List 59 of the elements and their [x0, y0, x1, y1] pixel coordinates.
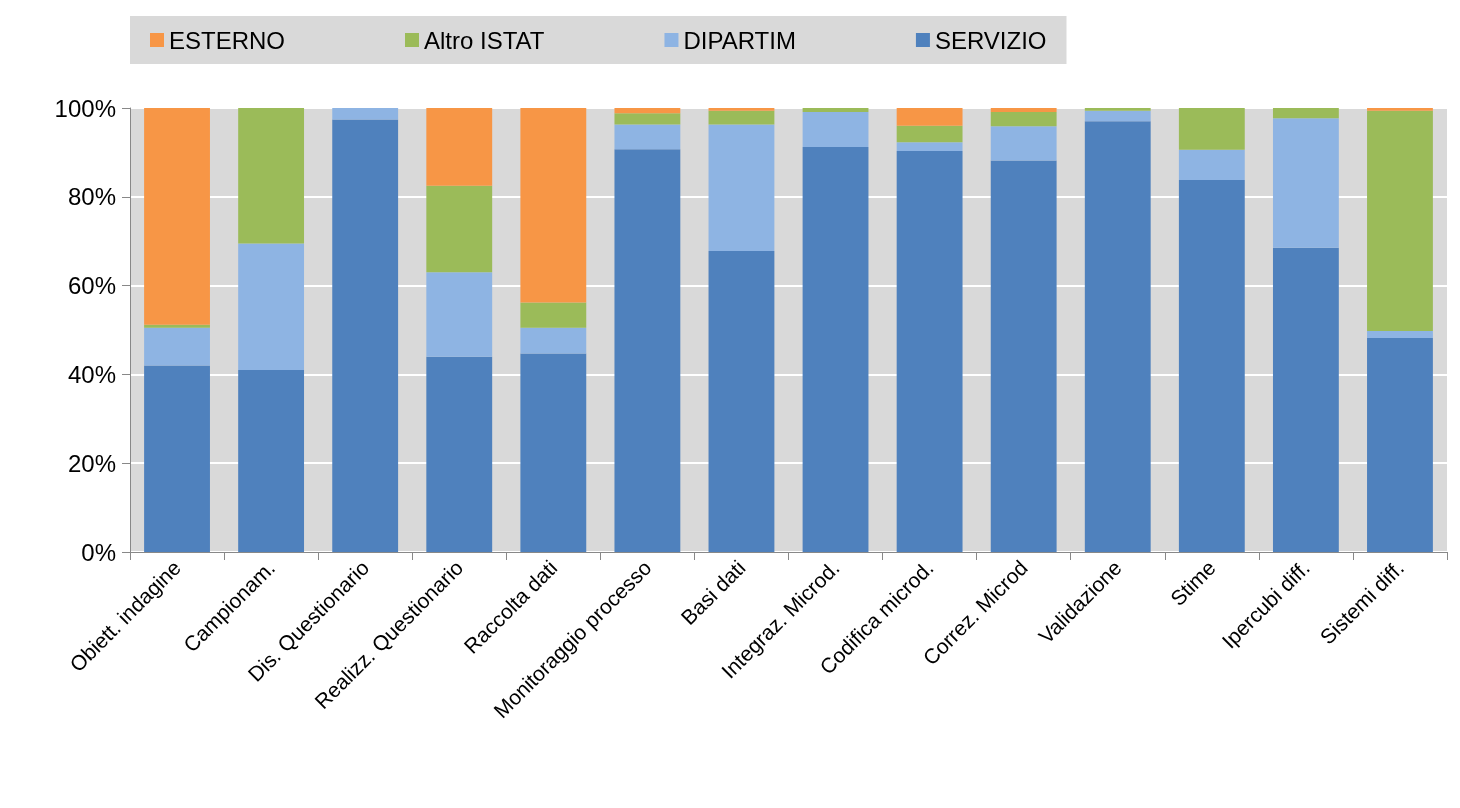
bar [1367, 330, 1433, 338]
bar [708, 110, 775, 125]
bar [144, 365, 210, 552]
bar [802, 147, 869, 552]
legend-label: SERVIZIO [934, 26, 1047, 54]
bar [614, 149, 681, 552]
bar [426, 108, 493, 186]
bar [708, 124, 775, 251]
legend-label: DIPARTIM [683, 26, 796, 54]
bar [802, 108, 869, 112]
bar [332, 119, 399, 552]
bar [1367, 108, 1433, 111]
bar [990, 126, 1057, 161]
bar [1178, 108, 1245, 150]
bar [426, 185, 493, 273]
bar [1178, 179, 1245, 552]
bar [1367, 110, 1433, 331]
bar [1084, 110, 1151, 122]
bar [896, 125, 963, 143]
y-tick-label: 0% [81, 538, 116, 566]
y-tick-label: 80% [67, 183, 116, 211]
bar [614, 113, 681, 125]
bar [708, 108, 775, 111]
bar [238, 243, 305, 370]
bar [520, 302, 587, 328]
bar [614, 108, 681, 114]
bar [144, 327, 210, 366]
bar [520, 108, 587, 303]
bar [990, 160, 1057, 552]
bar [1084, 121, 1151, 552]
bar [990, 108, 1057, 112]
bar [332, 108, 399, 120]
bar [1272, 108, 1339, 119]
bar [802, 112, 869, 148]
y-tick-label: 60% [67, 272, 116, 300]
bar [238, 108, 305, 244]
legend-label: ESTERNO [169, 26, 286, 54]
bar [896, 108, 963, 126]
bar [614, 124, 681, 150]
bar [520, 353, 587, 552]
y-tick-label: 40% [67, 360, 116, 388]
bar [1272, 118, 1339, 248]
bar [426, 356, 493, 552]
bar [426, 272, 493, 357]
bar [238, 369, 305, 552]
bar [1178, 149, 1245, 180]
bar [896, 142, 963, 152]
bar [990, 112, 1057, 127]
bar [1084, 108, 1151, 111]
y-tick-label: 100% [54, 94, 116, 122]
bar [520, 327, 587, 354]
bar [144, 108, 210, 325]
bar [708, 250, 775, 552]
y-tick-label: 20% [67, 449, 116, 477]
legend-label: Altro ISTAT [424, 26, 545, 54]
bar [896, 151, 963, 552]
bar [144, 324, 210, 328]
bar [1272, 247, 1339, 552]
bar [1367, 337, 1433, 552]
